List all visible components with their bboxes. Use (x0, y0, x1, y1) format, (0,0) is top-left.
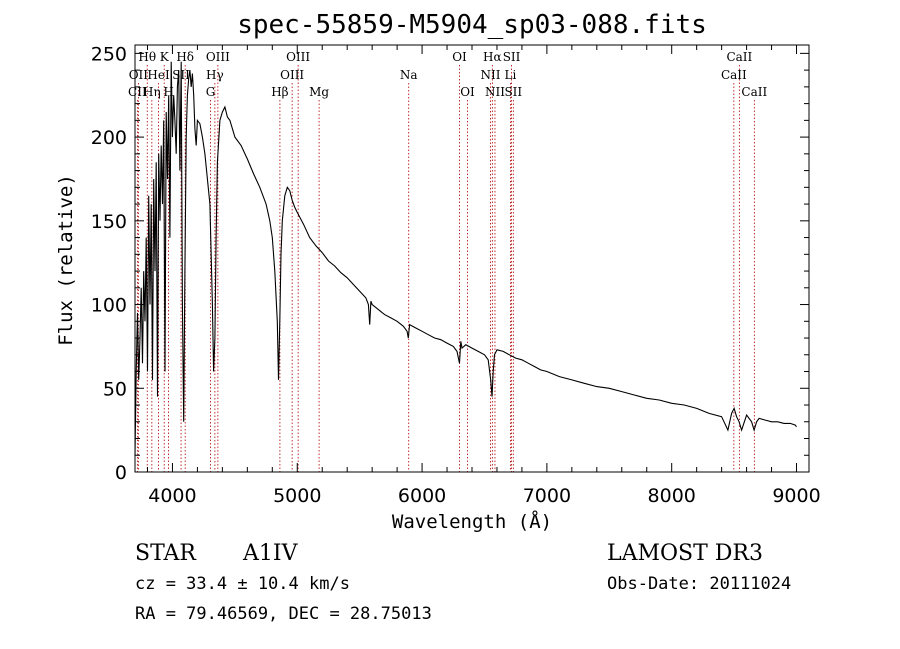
x-tick-label: 5000 (273, 485, 321, 507)
coordinates: RA = 79.46569, DEC = 28.75013 (135, 604, 432, 624)
spectral-line-label: NII (485, 85, 505, 99)
spectral-line-label: Hγ (206, 68, 224, 82)
spectral-line-label: CaII (721, 68, 747, 82)
object-class: STAR (135, 541, 197, 566)
spectral-line-label: SII (503, 50, 521, 64)
x-tick-label: 8000 (648, 485, 696, 507)
x-tick-label: 4000 (148, 485, 196, 507)
spectral-line-label: CII (128, 85, 147, 99)
spectral-line-label: K (160, 50, 170, 64)
spectral-line-label: OI (452, 50, 467, 64)
x-tick-label: 6000 (398, 485, 446, 507)
spectral-line-label: Hβ (271, 85, 288, 99)
x-tick-label: 7000 (523, 485, 571, 507)
spectral-line-label: CaII (726, 50, 752, 64)
y-tick-label: 150 (91, 211, 127, 233)
y-tick-label: 50 (103, 378, 127, 400)
spectral-line-label: CaII (741, 85, 767, 99)
y-axis: 0 50 100 150 200 250 (91, 43, 809, 484)
spectral-line-label: HeI (147, 68, 170, 82)
y-tick-label: 200 (91, 127, 127, 149)
spectral-line-label: Hθ (138, 50, 156, 64)
spectral-line-label: NII (480, 68, 500, 82)
object-subclass: A1IV (242, 541, 299, 566)
spectral-line-label: H (163, 85, 173, 99)
spectral-line-label: OIII (286, 50, 310, 64)
observation-date: Obs-Date: 20111024 (607, 574, 791, 594)
x-axis: 4000 5000 6000 7000 8000 9000 (146, 45, 821, 507)
spectral-line-label: Li (505, 68, 517, 82)
plot-frame (134, 44, 810, 473)
y-tick-label: 250 (91, 43, 127, 65)
redshift-value: cz = 33.4 ± 10.4 km/s (135, 574, 350, 594)
spectral-line-label: OIII (280, 68, 304, 82)
spectral-line-label: G (206, 85, 216, 99)
y-tick-label: 100 (91, 295, 127, 317)
survey-name: LAMOST DR3 (607, 541, 763, 566)
spectral-line-label: Na (400, 68, 418, 82)
spectral-line-label: Mg (309, 85, 329, 99)
y-axis-label: Flux (relative) (55, 174, 77, 346)
spectral-line-label: Hα (483, 50, 502, 64)
spectral-line-label: OI (460, 85, 475, 99)
spectral-line-markers: Hθ OII CII K HeI Hη Hδ SII H OIII Hγ G OIII OIII Hβ Mg N… (128, 50, 767, 472)
spectral-line-label: SII (504, 85, 522, 99)
spectral-line-label: Hη (143, 85, 161, 99)
spectral-line-label: Hδ (176, 50, 194, 64)
spectral-line-label: OII (129, 68, 149, 82)
y-tick-label: 0 (115, 462, 127, 484)
spectral-line-label: OIII (206, 50, 230, 64)
chart-title: spec-55859-M5904_sp03-088.fits (237, 10, 707, 40)
x-axis-label: Wavelength (Å) (392, 510, 552, 533)
spectrum-line (134, 61, 797, 456)
x-tick-label: 9000 (772, 485, 820, 507)
